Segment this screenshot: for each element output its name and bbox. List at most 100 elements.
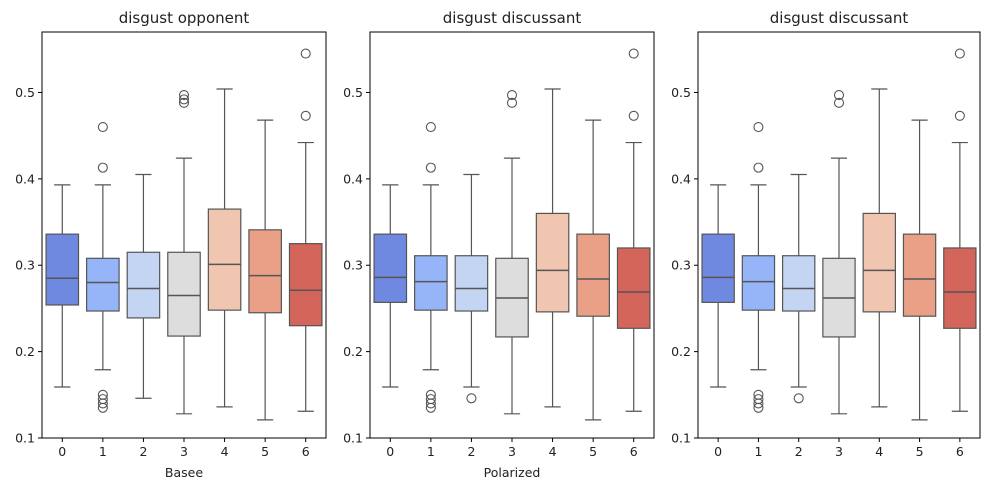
box-3 (167, 90, 201, 415)
iqr-box (126, 251, 161, 319)
x-tick-label: 4 (549, 444, 557, 459)
x-tick-label: 2 (795, 444, 803, 459)
y-tick-label: 0.3 (15, 258, 35, 273)
box-6 (616, 48, 651, 412)
outlier-point (97, 398, 108, 409)
iqr-box (45, 233, 80, 306)
x-tick-label: 6 (956, 444, 964, 459)
outlier-point (628, 48, 639, 59)
outlier-point (97, 162, 108, 173)
iqr-box (414, 255, 448, 311)
box-0 (45, 184, 80, 388)
x-tick-label: 4 (221, 444, 229, 459)
box-6 (288, 48, 323, 412)
y-tick-label: 0.2 (671, 344, 691, 359)
box-2 (126, 173, 161, 399)
y-tick-label: 0.3 (343, 258, 363, 273)
x-tick-label: 6 (630, 444, 638, 459)
box-4 (862, 88, 897, 408)
outlier-point (425, 402, 436, 413)
outlier-point (506, 97, 518, 108)
y-tick-label: 0.4 (343, 171, 363, 186)
box-1 (86, 121, 120, 413)
iqr-box (701, 233, 735, 303)
box-0 (373, 184, 408, 388)
box-4 (535, 88, 570, 408)
iqr-box (902, 233, 937, 317)
y-tick-label: 0.2 (15, 344, 35, 359)
y-tick-label: 0.5 (15, 85, 35, 100)
iqr-box (454, 255, 489, 312)
box-2 (454, 173, 489, 404)
x-tick-label: 5 (916, 444, 924, 459)
panel-title: disgust discussant (770, 9, 909, 27)
outlier-point (628, 110, 639, 121)
outlier-point (954, 110, 965, 121)
iqr-box (207, 208, 242, 311)
iqr-box (616, 247, 651, 329)
box-0 (701, 184, 735, 388)
iqr-box (576, 233, 610, 317)
box-1 (414, 121, 448, 413)
box-3 (495, 90, 529, 415)
outlier-point (793, 393, 804, 404)
box-2 (781, 173, 816, 404)
y-tick-label: 0.1 (343, 431, 363, 446)
outlier-point (833, 97, 845, 108)
x-tick-label: 2 (139, 444, 147, 459)
outlier-point (97, 402, 108, 413)
x-axis-label: Basee (165, 465, 203, 480)
y-tick-label: 0.4 (671, 171, 691, 186)
x-tick-label: 5 (589, 444, 597, 459)
x-axis-label: Polarized (484, 465, 541, 480)
x-tick-label: 2 (467, 444, 475, 459)
iqr-box (535, 212, 570, 313)
iqr-box (248, 229, 282, 314)
outlier-point (506, 90, 518, 101)
box-4 (207, 88, 242, 408)
x-tick-label: 1 (427, 444, 435, 459)
outlier-point (753, 121, 764, 133)
x-tick-label: 5 (261, 444, 269, 459)
x-tick-label: 3 (508, 444, 516, 459)
outlier-point (466, 393, 477, 404)
outlier-point (753, 402, 764, 413)
x-tick-label: 4 (875, 444, 883, 459)
outlier-point (753, 162, 764, 173)
chart-panel-2: disgust discussant 0.1 0.2 0.3 0.4 0.5 0 1 2 3 4 5 6 (671, 9, 981, 459)
outlier-point (425, 162, 436, 173)
iqr-box (288, 243, 323, 327)
outlier-point (97, 121, 108, 133)
outlier-point (300, 48, 311, 59)
outlier-point (833, 90, 845, 101)
chart-panel-1: disgust discussant 0.1 0.2 0.3 0.4 0.5 0 1 2 3 4 5 6… (343, 9, 655, 480)
x-tick-label: 3 (835, 444, 843, 459)
box-1 (741, 121, 776, 413)
outlier-point (178, 97, 190, 108)
iqr-box (862, 212, 897, 313)
panel-title: disgust opponent (119, 9, 250, 27)
outlier-point (178, 94, 190, 105)
panel-title: disgust discussant (443, 9, 582, 27)
x-tick-label: 1 (754, 444, 762, 459)
iqr-box (943, 247, 977, 329)
y-tick-label: 0.2 (343, 344, 363, 359)
box-5 (248, 119, 282, 421)
box-5 (902, 119, 937, 421)
outlier-point (954, 48, 965, 59)
iqr-box (781, 255, 816, 312)
x-tick-label: 3 (180, 444, 188, 459)
outlier-point (753, 398, 764, 409)
box-5 (576, 119, 610, 421)
x-tick-label: 6 (302, 444, 310, 459)
outlier-point (300, 110, 311, 121)
iqr-box (86, 257, 120, 312)
iqr-box (741, 255, 776, 311)
y-tick-label: 0.5 (343, 85, 363, 100)
box-6 (943, 48, 977, 412)
outlier-point (425, 398, 436, 409)
outlier-point (178, 90, 190, 101)
x-tick-label: 0 (714, 444, 722, 459)
iqr-box (373, 233, 408, 303)
